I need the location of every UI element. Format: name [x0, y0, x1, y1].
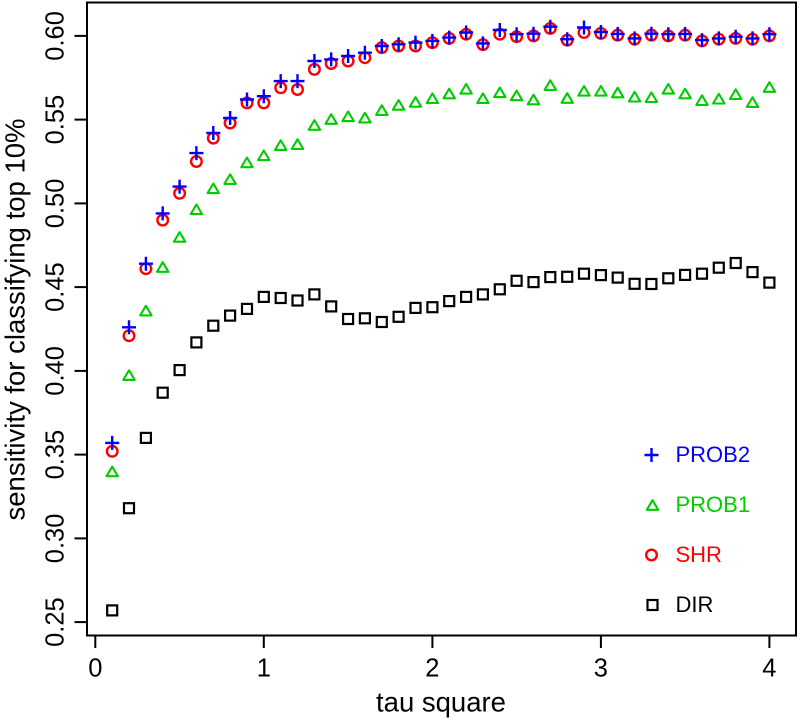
svg-text:0.30: 0.30	[41, 514, 69, 564]
svg-text:tau square: tau square	[376, 687, 506, 718]
svg-text:0.35: 0.35	[41, 430, 69, 480]
svg-text:sensitivity for classifying to: sensitivity for classifying top 10%	[0, 119, 31, 521]
svg-text:0.50: 0.50	[41, 179, 69, 229]
svg-text:0.40: 0.40	[41, 346, 69, 396]
svg-text:PROB2: PROB2	[676, 442, 751, 467]
svg-text:0.55: 0.55	[41, 95, 69, 145]
svg-text:0.60: 0.60	[41, 11, 69, 61]
svg-text:2: 2	[425, 655, 439, 683]
svg-text:1: 1	[257, 655, 271, 683]
svg-text:0: 0	[88, 655, 102, 683]
svg-text:PROB1: PROB1	[676, 492, 751, 517]
svg-text:DIR: DIR	[676, 592, 714, 617]
svg-text:0.25: 0.25	[41, 597, 69, 647]
svg-text:4: 4	[762, 655, 776, 683]
svg-text:0.45: 0.45	[41, 262, 69, 312]
svg-text:SHR: SHR	[676, 542, 722, 567]
svg-text:3: 3	[594, 655, 608, 683]
